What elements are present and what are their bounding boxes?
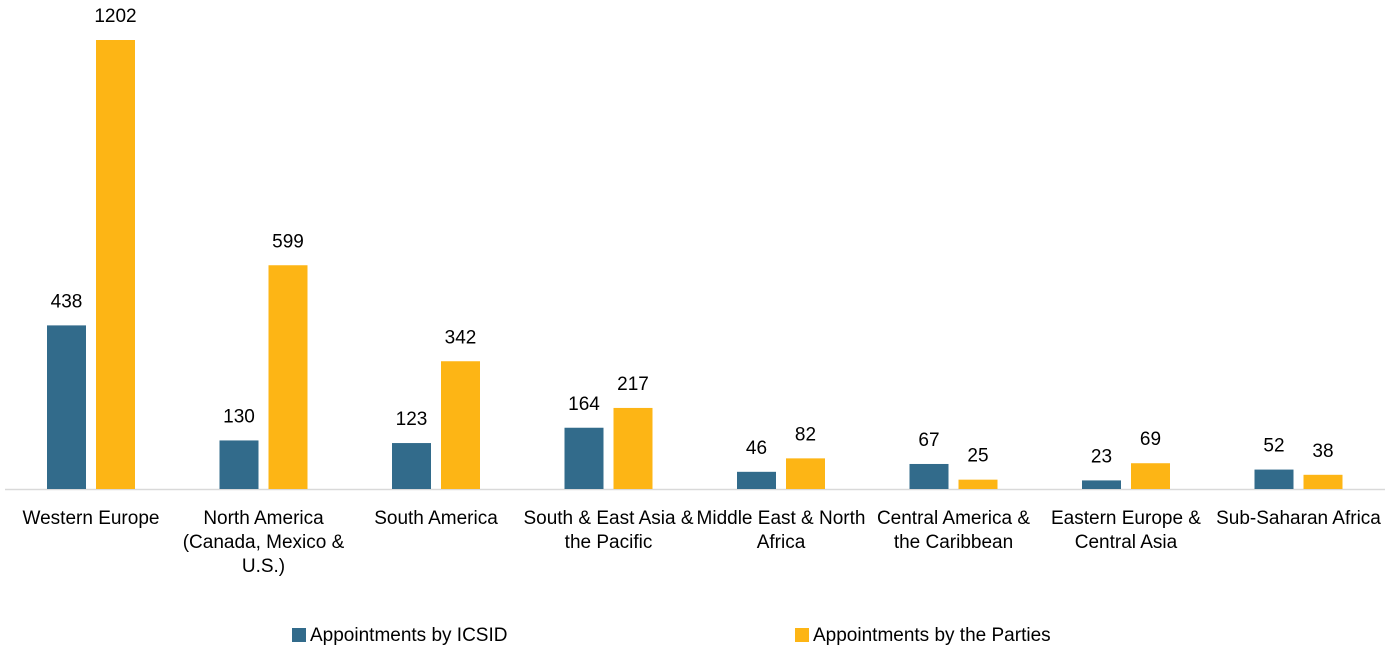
legend-label: Appointments by the Parties: [813, 625, 1051, 646]
data-label: 438: [51, 291, 83, 312]
legend-swatch: [292, 628, 306, 642]
data-label: 23: [1091, 446, 1112, 467]
bar: [1131, 463, 1170, 489]
data-label: 1202: [94, 6, 136, 27]
bar: [1254, 469, 1294, 489]
data-label: 164: [568, 394, 600, 415]
data-label: 52: [1263, 436, 1284, 457]
bar: [613, 407, 653, 489]
bar: [786, 458, 825, 489]
legend-label: Appointments by ICSID: [310, 625, 507, 646]
bar: [96, 40, 135, 489]
data-label: 123: [396, 409, 428, 430]
data-label: 67: [918, 430, 939, 451]
bar: [392, 443, 431, 489]
x-tick-label: South & East Asia & the Pacific: [523, 508, 694, 553]
x-tick-label: Western Europe: [22, 508, 160, 529]
bar: [564, 427, 604, 489]
data-label: 342: [445, 327, 477, 348]
bar: [219, 440, 259, 489]
x-tick-label: North America (Canada, Mexico & U.S.): [182, 508, 345, 577]
bar: [737, 471, 776, 489]
bar: [47, 325, 86, 489]
data-label: 130: [223, 406, 255, 427]
bar: [909, 463, 949, 489]
x-tick-label: Sub-Saharan Africa: [1216, 508, 1381, 529]
x-tick-label: South America: [374, 508, 498, 529]
data-label: 69: [1140, 429, 1161, 450]
legend-swatch: [795, 628, 809, 642]
data-label: 599: [272, 231, 304, 252]
bar: [441, 361, 480, 489]
data-label: 217: [617, 374, 649, 395]
x-tick-label: Central America & the Caribbean: [876, 508, 1031, 553]
x-tick-label: Middle East & North Africa: [696, 508, 866, 553]
bar: [958, 479, 998, 489]
x-tick-label: Eastern Europe & Central Asia: [1051, 508, 1201, 553]
data-label: 38: [1312, 441, 1333, 462]
bar: [1303, 474, 1343, 489]
bar: [268, 265, 308, 489]
bar: [1082, 480, 1121, 489]
data-label: 46: [746, 438, 767, 459]
data-label: 25: [967, 446, 988, 467]
data-label: 82: [795, 424, 816, 445]
